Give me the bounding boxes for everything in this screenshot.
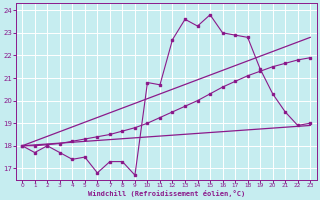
X-axis label: Windchill (Refroidissement éolien,°C): Windchill (Refroidissement éolien,°C) bbox=[88, 190, 245, 197]
